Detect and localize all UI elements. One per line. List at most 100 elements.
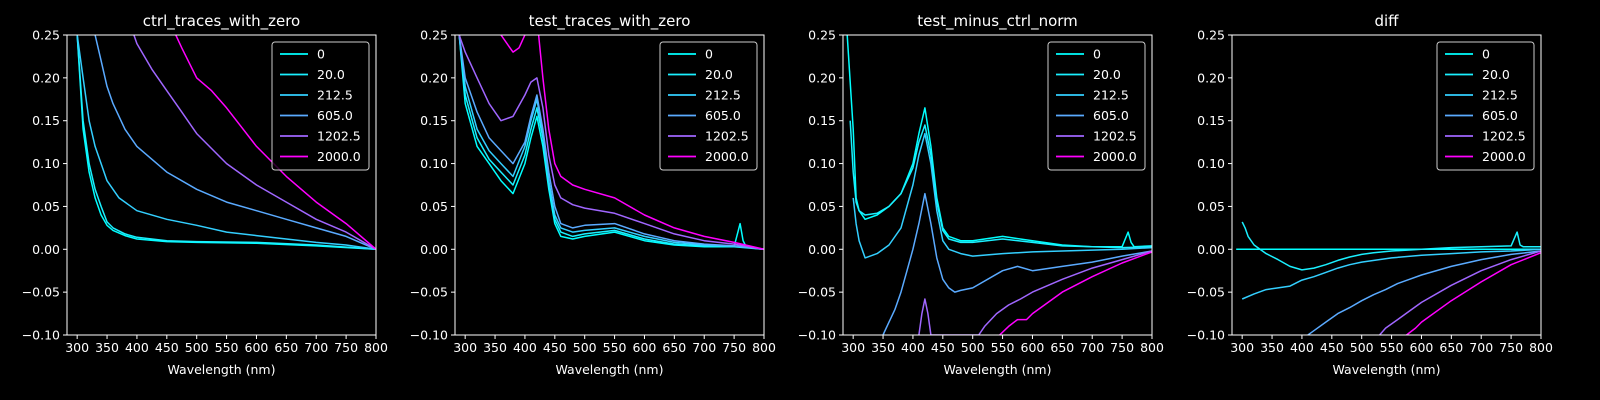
x-axis-label: Wavelength (nm): [168, 362, 276, 377]
legend-label: 2000.0: [1093, 149, 1137, 164]
y-tick-label: −0.05: [410, 285, 448, 300]
y-tick-label: 0.25: [1197, 28, 1225, 43]
series-line-0: [76, 35, 376, 251]
x-tick-label: 450: [155, 340, 179, 355]
series-line-20_0: [849, 120, 1152, 249]
axes-frame: [454, 34, 765, 336]
y-tick-label: 0.10: [32, 156, 60, 171]
legend-label: 1202.5: [1093, 129, 1137, 144]
series-line-212_5: [76, 35, 376, 251]
legend-label: 1202.5: [1482, 129, 1526, 144]
y-tick-label: 0.10: [420, 156, 448, 171]
x-tick-label: 700: [692, 340, 716, 355]
x-tick-label: 350: [95, 340, 119, 355]
x-tick-label: 800: [364, 340, 388, 355]
series-line-2000_0: [999, 251, 1152, 335]
axes-frame: [1231, 34, 1542, 336]
legend-label: 20.0: [705, 67, 733, 82]
series-line-212_5: [852, 132, 1152, 259]
x-axis-label: Wavelength (nm): [556, 362, 664, 377]
series-line-605_0: [1307, 250, 1541, 335]
series-line-1202_5: [918, 250, 1152, 335]
chart-panel-1: 300 350 400 450 500 550 600 650 700 750 800 −0.10 −0…: [22, 12, 388, 377]
y-tick-label: 0.20: [32, 70, 60, 85]
x-tick-label: 650: [1439, 340, 1463, 355]
x-tick-label: 450: [931, 340, 955, 355]
chart-title: ctrl_traces_with_zero: [143, 12, 300, 31]
series-line-1202_5: [133, 35, 376, 250]
legend-label: 212.5: [705, 88, 741, 103]
axes-frame: [66, 34, 377, 336]
chart-title: test_minus_ctrl_norm: [917, 12, 1078, 31]
x-tick-label: 500: [573, 340, 597, 355]
series-line-2000_0: [175, 35, 376, 250]
legend-label: 212.5: [317, 88, 353, 103]
x-tick-label: 300: [453, 340, 477, 355]
series-line-2000_0: [500, 35, 764, 251]
x-tick-label: 800: [752, 340, 776, 355]
x-tick-label: 450: [1320, 340, 1344, 355]
legend-label: 20.0: [317, 67, 345, 82]
x-tick-label: 500: [1350, 340, 1374, 355]
y-tick-label: 0.10: [1197, 156, 1225, 171]
legend: 0 20.0 212.5 605.0 1202.5 2000.0: [659, 41, 758, 171]
legend-label: 0: [705, 47, 713, 62]
chart-panel-3: 300 350 400 450 500 550 600 650 700 750 800 −0.10 −0…: [798, 12, 1164, 377]
x-tick-label: 550: [215, 340, 239, 355]
y-tick-label: 0.05: [808, 199, 836, 214]
x-tick-label: 600: [1410, 340, 1434, 355]
x-tick-label: 700: [1469, 340, 1493, 355]
series-group: [1236, 221, 1541, 335]
x-tick-label: 500: [185, 340, 209, 355]
y-tick-label: −0.10: [410, 328, 448, 343]
legend-label: 2000.0: [1482, 149, 1526, 164]
legend-label: 1202.5: [317, 129, 361, 144]
y-tick-label: −0.05: [798, 285, 836, 300]
y-tick-label: 0.00: [32, 242, 60, 257]
y-tick-label: 0.20: [808, 70, 836, 85]
legend: 0 20.0 212.5 605.0 1202.5 2000.0: [1047, 41, 1146, 171]
x-tick-label: 350: [1260, 340, 1284, 355]
y-tick-label: 0.25: [32, 28, 60, 43]
legend-label: 0: [1093, 47, 1101, 62]
series-group: [76, 35, 376, 251]
series-line-1202_5: [458, 35, 764, 251]
y-tick-label: 0.25: [420, 28, 448, 43]
series-line-605_0: [458, 35, 764, 251]
x-tick-label: 750: [1110, 340, 1134, 355]
x-tick-label: 700: [304, 340, 328, 355]
x-tick-label: 650: [662, 340, 686, 355]
x-tick-label: 450: [543, 340, 567, 355]
y-tick-label: 0.15: [1197, 113, 1225, 128]
legend-label: 2000.0: [317, 149, 361, 164]
x-tick-label: 400: [1290, 340, 1314, 355]
x-tick-label: 750: [334, 340, 358, 355]
y-tick-label: 0.05: [32, 199, 60, 214]
x-tick-label: 750: [1499, 340, 1523, 355]
chart-panel-4: 300 350 400 450 500 550 600 650 700 750 800 −0.10 −0…: [1187, 12, 1553, 377]
legend: 0 20.0 212.5 605.0 1202.5 2000.0: [1436, 41, 1535, 171]
y-tick-label: 0.05: [1197, 199, 1225, 214]
x-tick-label: 650: [1050, 340, 1074, 355]
series-line-605_0: [94, 35, 376, 250]
series-group: [846, 35, 1152, 335]
legend-label: 0: [317, 47, 325, 62]
legend-label: 1202.5: [705, 129, 749, 144]
legend-label: 605.0: [317, 108, 353, 123]
axes-frame: [842, 34, 1153, 336]
y-tick-label: 0.20: [1197, 70, 1225, 85]
y-tick-label: 0.00: [1197, 242, 1225, 257]
series-line-20_0: [1241, 221, 1541, 271]
y-tick-label: 0.15: [808, 113, 836, 128]
x-tick-label: 350: [483, 340, 507, 355]
legend-label: 20.0: [1093, 67, 1121, 82]
y-tick-label: −0.10: [22, 328, 60, 343]
legend: 0 20.0 212.5 605.0 1202.5 2000.0: [271, 41, 370, 171]
x-tick-label: 350: [871, 340, 895, 355]
legend-label: 605.0: [705, 108, 741, 123]
y-tick-label: 0.15: [420, 113, 448, 128]
series-line-212_5: [458, 35, 764, 251]
legend-label: 212.5: [1093, 88, 1129, 103]
legend-label: 2000.0: [705, 149, 749, 164]
